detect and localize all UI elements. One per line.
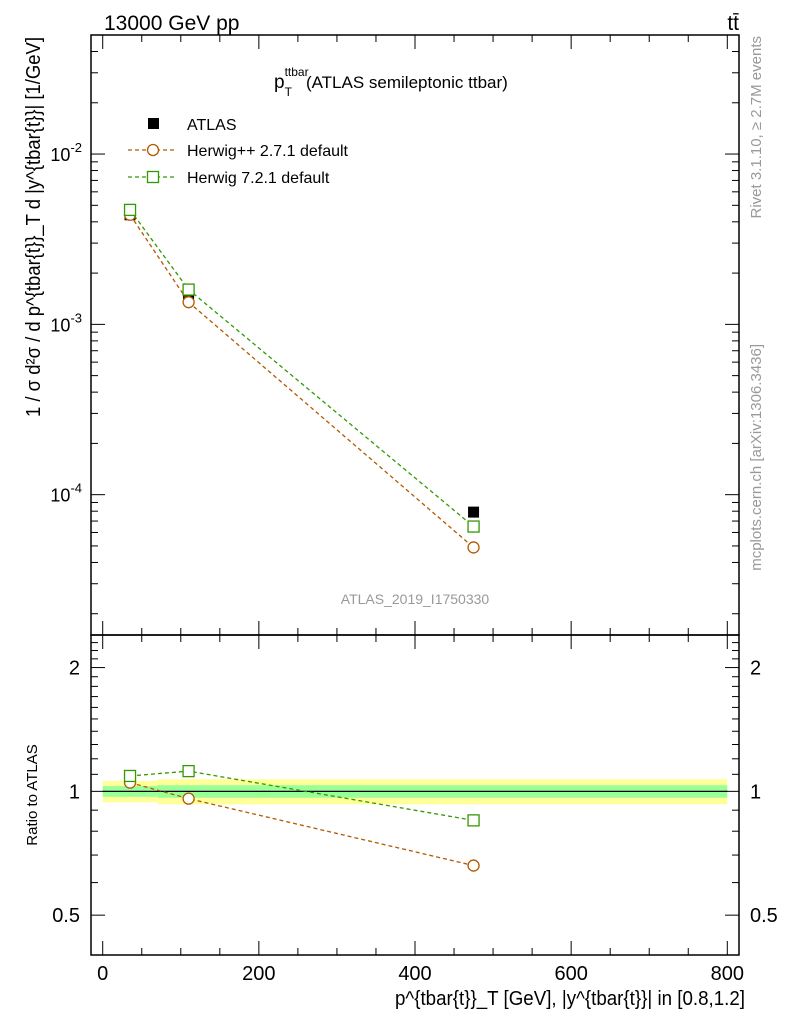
ratio-ytick-label-left-1: 1 bbox=[69, 781, 80, 803]
main-ytick-label-exp: -2 bbox=[70, 140, 82, 155]
analysis-id: ATLAS_2019_I1750330 bbox=[341, 591, 490, 607]
ratio-ytick-label-right-2: 0.5 bbox=[750, 905, 778, 927]
main-series bbox=[123, 203, 480, 554]
plot-title-sub: T bbox=[285, 85, 293, 99]
ratio-ytick-label-right-1: 1 bbox=[750, 781, 761, 803]
main-ytick-label-2: 10-4 bbox=[50, 481, 82, 506]
energy-label: 13000 GeV pp bbox=[104, 12, 239, 35]
x-axis-label: p^{tbar{t}}_T [GeV], |y^{tbar{t}}| in [0… bbox=[395, 988, 745, 1010]
ratio-series bbox=[123, 764, 480, 872]
main-point-herwig-2-7-1-default-2 bbox=[467, 541, 480, 554]
main-y-axis-label: 1 / σ d²σ / d p^{tbar{t}}_T d |y^{tbar{t… bbox=[23, 37, 45, 417]
xtick-label-2: 400 bbox=[398, 963, 431, 985]
legend-label-atlas: ATLAS bbox=[187, 117, 237, 134]
xtick-label-4: 800 bbox=[711, 963, 744, 985]
rivet-label: Rivet 3.1.10, ≥ 2.7M events bbox=[748, 36, 765, 219]
legend-label-herwig7: Herwig 7.2.1 default bbox=[187, 170, 330, 187]
plot-title: pttbar T (ATLAS semileptonic ttbar) bbox=[274, 65, 508, 99]
main-line-herwig-7-2-1-default bbox=[129, 209, 474, 528]
legend-marker-herwigpp bbox=[146, 143, 160, 157]
main-ytick-label-base: 10 bbox=[50, 315, 70, 335]
xtick-label-1: 200 bbox=[242, 963, 275, 985]
main-point-atlas-2 bbox=[468, 506, 480, 518]
mcplots-label: mcplots.cern.ch [arXiv:1306.3436] bbox=[748, 344, 765, 571]
plot-title-rest: (ATLAS semileptonic ttbar) bbox=[306, 73, 508, 92]
legend-marker-atlas bbox=[148, 118, 159, 129]
ratio-point-herwig-7-2-1-default-1 bbox=[182, 764, 195, 778]
main-ytick-label-base: 10 bbox=[50, 145, 70, 165]
main-line-herwig-2-7-1-default bbox=[129, 214, 474, 548]
ratio-line-herwig-2-7-1-default bbox=[129, 782, 474, 867]
xtick-label-3: 600 bbox=[554, 963, 587, 985]
legend-marker-herwig7 bbox=[146, 170, 160, 184]
axis-ticks: 10-210-310-42 21 10.5 0.50 200 400 600 800 bbox=[50, 34, 778, 985]
main-ytick-label-exp: -3 bbox=[70, 310, 82, 325]
ratio-point-herwig-7-2-1-default-2 bbox=[467, 814, 480, 827]
process-label: tt̄ bbox=[727, 12, 739, 35]
main-point-herwig-2-7-1-default-1 bbox=[182, 296, 195, 309]
ratio-point-herwig-7-2-1-default-0 bbox=[123, 769, 137, 783]
plot-title-main: p bbox=[274, 72, 285, 93]
ratio-ytick-label-left-2: 0.5 bbox=[52, 905, 80, 927]
ratio-ytick-label-left-0: 2 bbox=[69, 658, 80, 680]
main-ytick-label-base: 10 bbox=[50, 486, 70, 506]
ratio-point-herwig-2-7-1-default-1 bbox=[182, 792, 195, 805]
main-ytick-label-0: 10-2 bbox=[50, 140, 82, 165]
ratio-uncertainty-bands bbox=[102, 779, 728, 805]
main-point-herwig-7-2-1-default-2 bbox=[467, 520, 480, 533]
xtick-label-0: 0 bbox=[97, 963, 108, 985]
main-point-herwig-7-2-1-default-0 bbox=[123, 203, 137, 217]
main-ytick-label-1: 10-3 bbox=[50, 310, 82, 335]
main-ytick-label-exp: -4 bbox=[70, 481, 82, 496]
ratio-y-axis-label: Ratio to ATLAS bbox=[24, 744, 41, 845]
plot-title-sup: ttbar bbox=[285, 65, 309, 79]
ratio-point-herwig-2-7-1-default-2 bbox=[467, 859, 480, 872]
legend: ATLAS Herwig++ 2.7.1 default Herwig 7.2.… bbox=[128, 117, 349, 187]
legend-label-herwigpp: Herwig++ 2.7.1 default bbox=[187, 143, 349, 160]
ratio-ytick-label-right-0: 2 bbox=[750, 658, 761, 680]
main-point-herwig-7-2-1-default-1 bbox=[182, 283, 195, 296]
